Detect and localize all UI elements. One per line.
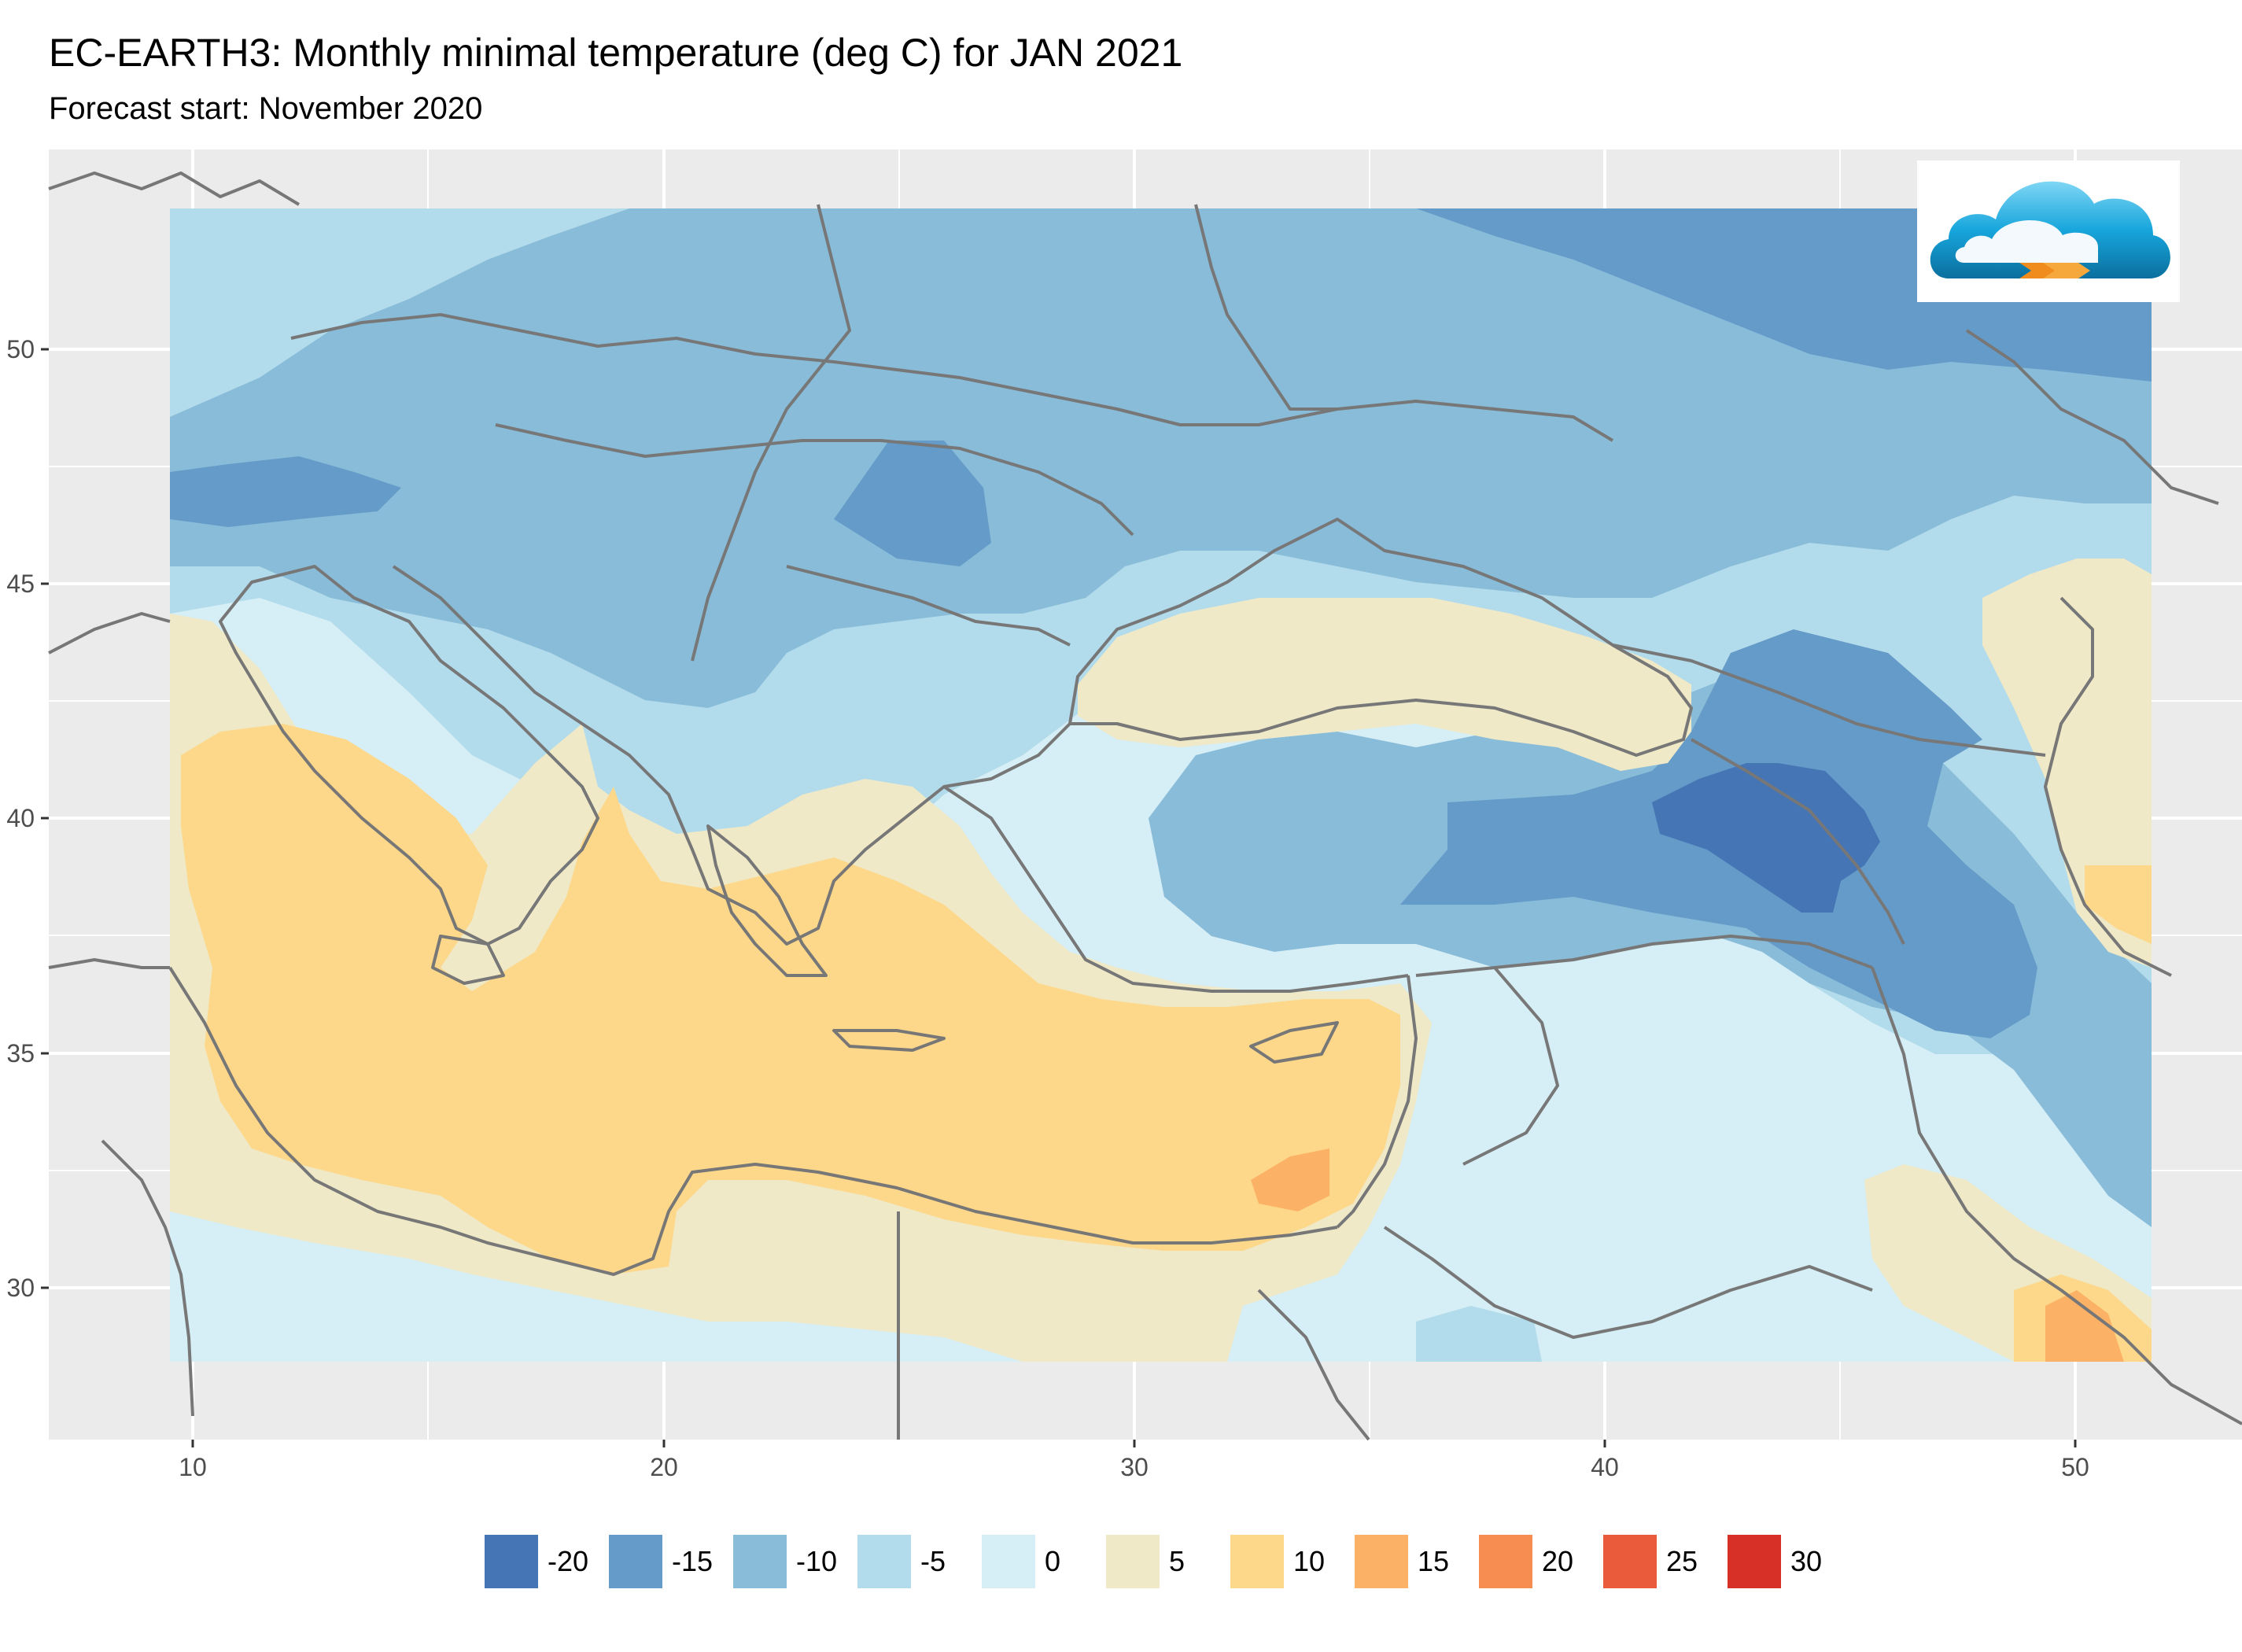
field-minus15-carpathian <box>834 441 991 566</box>
iberia-edge <box>48 612 171 655</box>
legend-swatch <box>485 1535 538 1588</box>
legend-item: 30 <box>1728 1535 1852 1588</box>
legend-swatch <box>1728 1535 1781 1588</box>
legend-item: -15 <box>609 1535 733 1588</box>
africa-west-border <box>48 958 170 969</box>
legend-item: 5 <box>1106 1535 1230 1588</box>
legend-swatch <box>1479 1535 1532 1588</box>
north-africa-coast <box>168 966 1338 1276</box>
legend-label: -10 <box>796 1545 838 1577</box>
black-sea-outline <box>1068 518 1693 757</box>
east-edge-borders <box>1965 329 2219 505</box>
field-minus10-syria <box>1416 1306 1542 1362</box>
legend-item: -5 <box>857 1535 982 1588</box>
legend-item: 10 <box>1230 1535 1355 1588</box>
legend-swatch <box>1106 1535 1160 1588</box>
crete-outline <box>832 1029 946 1052</box>
y-tick-labels: 50 45 40 35 30 <box>6 335 35 1302</box>
legend-swatch <box>857 1535 911 1588</box>
field-five-blacksea <box>1078 598 1691 771</box>
africa-west-border-2 <box>101 1139 194 1417</box>
legend-label: 30 <box>1790 1545 1823 1577</box>
x-tick-label: 50 <box>2061 1453 2089 1481</box>
legend-label: -15 <box>672 1545 714 1577</box>
legend-item: 25 <box>1603 1535 1728 1588</box>
map-subtitle: Forecast start: November 2020 <box>49 91 483 126</box>
axis-ticks <box>41 348 2077 1447</box>
legend-swatch <box>733 1535 787 1588</box>
iraq-border <box>1462 966 1559 1166</box>
turkey-east-border <box>1691 738 1905 945</box>
gulf-coast <box>1871 967 2242 1425</box>
field-minus10-north <box>170 208 2152 708</box>
africa-border-2 <box>1257 1289 1370 1441</box>
x-tick-labels: 10 20 30 40 50 <box>179 1453 2089 1481</box>
field-ten-med <box>181 724 1400 1274</box>
cyprus-outline <box>1249 1021 1339 1064</box>
legend-label: 25 <box>1666 1545 1698 1577</box>
arabia-border <box>1383 1226 1873 1339</box>
legend-label: 0 <box>1045 1545 1061 1577</box>
field-fifteen-levant <box>1251 1149 1329 1211</box>
legend-label: 20 <box>1542 1545 1574 1577</box>
legend-item: 0 <box>982 1535 1106 1588</box>
turkey-south-coast <box>942 785 1409 993</box>
y-tick-label: 50 <box>6 335 35 363</box>
x-tick-label: 10 <box>179 1453 207 1481</box>
europe-border-2 <box>495 423 1134 537</box>
legend-swatch <box>1355 1535 1408 1588</box>
cloud-forecast-logo <box>1917 160 2180 302</box>
y-tick-label: 40 <box>6 804 35 832</box>
legend-item: -20 <box>485 1535 609 1588</box>
europe-border-4 <box>1194 204 1337 411</box>
temperature-field <box>170 208 2152 1362</box>
europe-border-5 <box>786 565 1071 647</box>
x-tick-label: 30 <box>1120 1453 1149 1481</box>
y-tick-label: 30 <box>6 1274 35 1302</box>
y-tick-label: 35 <box>6 1039 35 1068</box>
legend-label: -5 <box>920 1545 946 1577</box>
legend-item: 15 <box>1355 1535 1479 1588</box>
map-title: EC-EARTH3: Monthly minimal temperature (… <box>49 31 1183 75</box>
central-europe-borders <box>290 313 1614 442</box>
caucasus-border <box>1612 643 2046 757</box>
legend-label: 10 <box>1293 1545 1326 1577</box>
y-tick-label: 45 <box>6 570 35 598</box>
levant-coast <box>1336 975 1418 1229</box>
legend-swatch <box>982 1535 1035 1588</box>
field-fifteen-gulf <box>2045 1290 2124 1362</box>
europe-border-3 <box>691 204 851 662</box>
field-ten-caspian <box>2085 865 2152 944</box>
sicily-outline <box>431 935 505 985</box>
greece-outline <box>706 824 828 977</box>
coastlines <box>48 171 2242 1441</box>
cloud-logo-icon <box>1930 181 2170 278</box>
legend-label: 5 <box>1169 1545 1186 1577</box>
legend-item: 20 <box>1479 1535 1603 1588</box>
north-europe-coast <box>48 171 301 206</box>
field-minus20-turkey <box>1652 763 1880 913</box>
legend-swatch <box>1603 1535 1657 1588</box>
legend-swatch <box>609 1535 662 1588</box>
x-tick-label: 20 <box>650 1453 678 1481</box>
field-minus15-alps <box>170 456 401 527</box>
x-tick-label: 40 <box>1591 1453 1619 1481</box>
color-legend: -20 -15 -10 -5 0 5 10 15 20 25 30 <box>485 1534 1852 1589</box>
legend-label: -20 <box>548 1545 589 1577</box>
legend-item: -10 <box>733 1535 857 1588</box>
legend-swatch <box>1230 1535 1284 1588</box>
caspian-coast <box>2044 596 2172 977</box>
legend-label: 15 <box>1418 1545 1450 1577</box>
